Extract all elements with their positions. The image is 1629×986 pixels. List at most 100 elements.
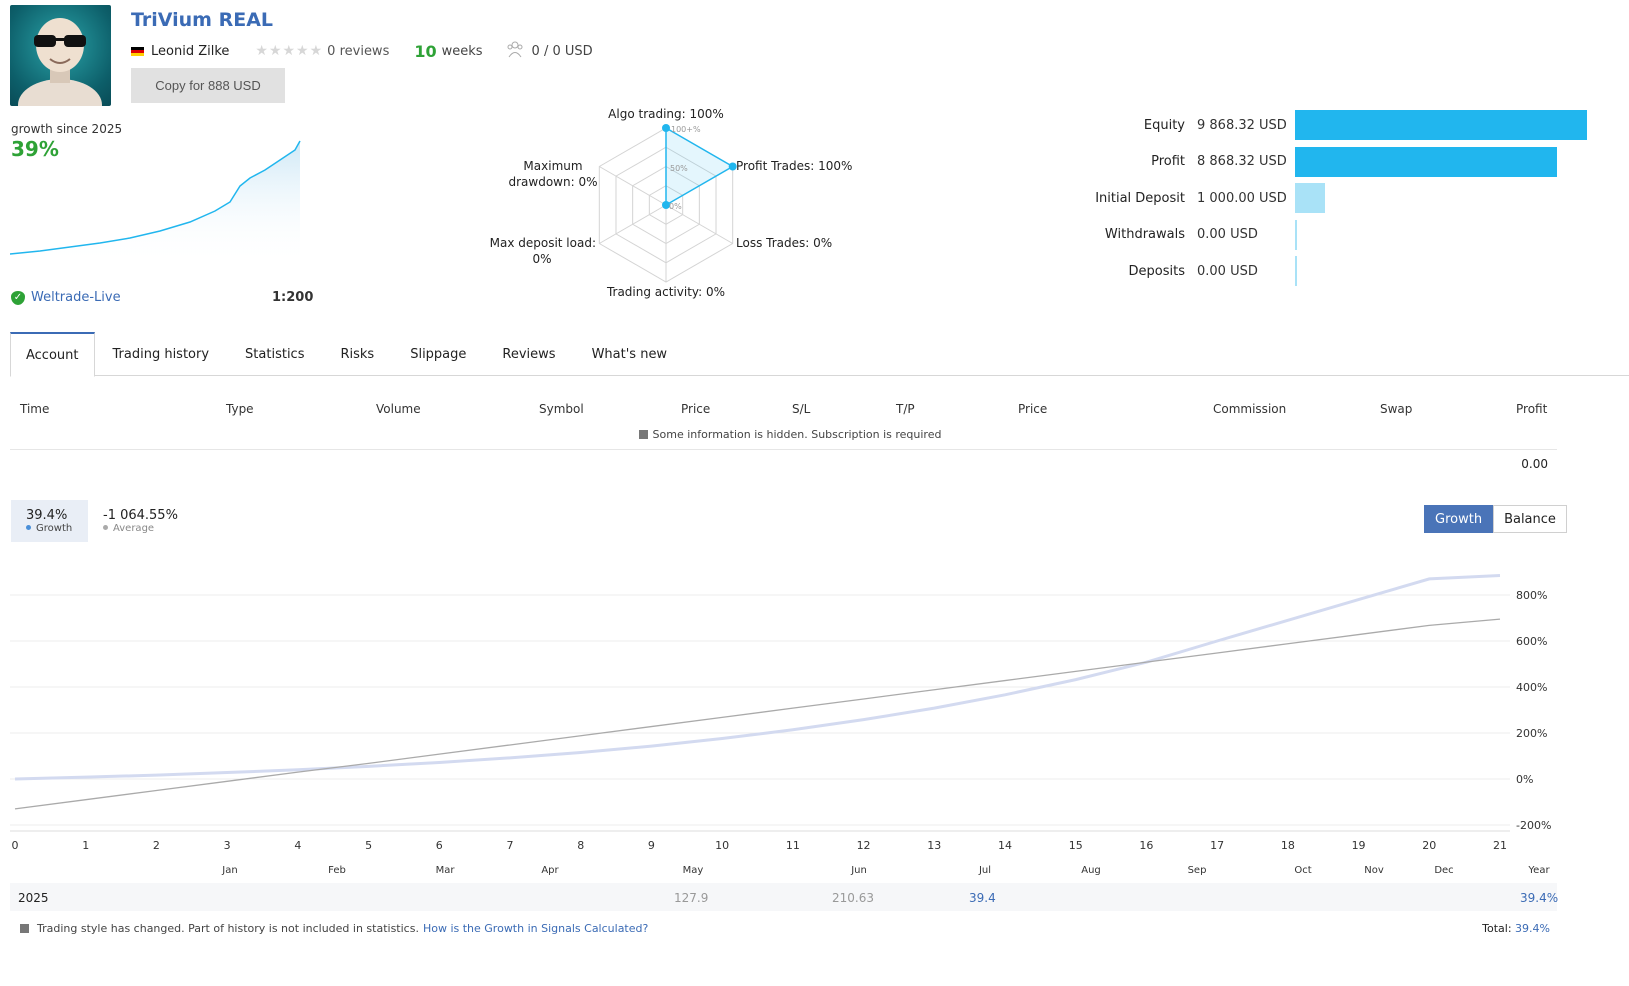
- column-header: S/L: [792, 402, 811, 416]
- x-tick-label: 0: [12, 839, 19, 852]
- balance-toggle-button[interactable]: Balance: [1493, 505, 1567, 533]
- month-label: Year: [1527, 865, 1550, 875]
- month-label: May: [683, 865, 704, 875]
- month-label: Jun: [850, 865, 867, 875]
- year-may-value: 127.9: [674, 891, 709, 905]
- column-header: Profit: [1516, 402, 1548, 416]
- reviews-count[interactable]: 0 reviews: [327, 43, 390, 59]
- subscribers-value: 0 / 0 USD: [531, 43, 593, 59]
- y-tick-label: 0%: [1516, 773, 1533, 786]
- radar-label-profit: Profit Trades: 100%: [736, 159, 852, 173]
- signal-title[interactable]: TriVium REAL: [131, 9, 273, 31]
- x-tick-label: 20: [1422, 839, 1436, 852]
- subscribers-icon: [506, 40, 524, 62]
- growth-percent: 39%: [11, 137, 59, 161]
- growth-series-line: [14, 573, 1501, 781]
- hidden-info-notice: Some information is hidden. Subscription…: [0, 428, 1580, 441]
- year-label: 2025: [18, 891, 49, 905]
- stats-value: 9 868.32 USD: [1197, 117, 1287, 133]
- x-tick-label: 10: [715, 839, 729, 852]
- radar-label-activity: Trading activity: 0%: [606, 285, 725, 299]
- column-header: Symbol: [539, 402, 584, 416]
- y-tick-label: -200%: [1516, 819, 1551, 832]
- x-tick-label: 3: [224, 839, 231, 852]
- radar-ring-0: 0%: [669, 202, 682, 211]
- x-tick-label: 17: [1210, 839, 1224, 852]
- author-name[interactable]: Leonid Zilke: [151, 43, 230, 59]
- stats-label: Equity: [1143, 117, 1185, 133]
- column-header: Price: [1018, 402, 1048, 416]
- x-tick-label: 13: [927, 839, 941, 852]
- stats-row: Deposits 0.00 USD: [1040, 256, 1297, 287]
- radar-ring-50: 50%: [670, 164, 688, 173]
- trades-table-header: Time Type Volume Symbol Price S/L T/P Price Comm…: [10, 400, 1560, 418]
- average-series-line: [14, 618, 1501, 810]
- stats-row: Equity 9 868.32 USD: [1040, 110, 1587, 140]
- table-divider: [10, 449, 1557, 450]
- stats-label: Initial Deposit: [1095, 190, 1185, 206]
- stats-row: Profit 8 868.32 USD: [1040, 146, 1558, 177]
- x-tick-label: 9: [648, 839, 655, 852]
- x-tick-label: 5: [365, 839, 372, 852]
- tab-risks[interactable]: Risks: [340, 346, 375, 362]
- y-tick-label: 400%: [1516, 681, 1547, 694]
- radar-value-polygon: [665, 126, 735, 207]
- radar-label-drawdown-value: drawdown: 0%: [509, 175, 598, 189]
- radar-axis: [665, 204, 733, 244]
- x-tick-label: 19: [1352, 839, 1366, 852]
- month-label: Dec: [1434, 865, 1453, 875]
- column-header: Volume: [376, 402, 421, 416]
- tab-statistics[interactable]: Statistics: [245, 346, 305, 362]
- x-tick-label: 6: [436, 839, 443, 852]
- column-header: Swap: [1380, 402, 1413, 416]
- tab-slippage[interactable]: Slippage: [410, 346, 467, 362]
- legend-growth-value: 39.4%: [26, 508, 68, 523]
- tab-what-s-new[interactable]: What's new: [591, 346, 668, 362]
- tab-account[interactable]: Account: [10, 332, 95, 377]
- legend-growth-label: Growth: [36, 523, 73, 534]
- growth-toggle-button[interactable]: Growth: [1424, 505, 1494, 533]
- stats-value: 1 000.00 USD: [1197, 190, 1287, 206]
- legend-average[interactable]: -1 064.55% Average: [103, 508, 178, 534]
- radar-label-algo: Algo trading: 100%: [608, 107, 724, 121]
- radar-label-loss: Loss Trades: 0%: [736, 236, 832, 250]
- stats-bar: [1295, 110, 1587, 140]
- growth-since-label: growth since 2025: [11, 122, 123, 136]
- radar-axis: [599, 204, 667, 244]
- radar-chart: 100+% 50% 0% Algo trading: 100% Profit T…: [490, 107, 853, 299]
- legend-growth[interactable]: 39.4% Growth: [11, 500, 88, 542]
- radar-ring-100: 100+%: [671, 125, 701, 134]
- x-tick-label: 2: [153, 839, 160, 852]
- verified-shield-icon: ✓: [11, 290, 25, 305]
- radar-label-deposit-load: Max deposit load:: [490, 236, 596, 250]
- broker-link[interactable]: ✓ Weltrade-Live: [11, 290, 121, 305]
- tab-trading-history[interactable]: Trading history: [112, 346, 210, 362]
- month-label: Sep: [1188, 865, 1207, 875]
- month-label: Apr: [541, 865, 559, 875]
- legend-average-label: Average: [113, 523, 155, 534]
- weeks-label: weeks: [441, 43, 483, 59]
- stats-row: Withdrawals 0.00 USD: [1040, 219, 1297, 250]
- column-header: T/P: [896, 402, 915, 416]
- x-tick-label: 8: [577, 839, 584, 852]
- stats-value: 0.00 USD: [1197, 227, 1258, 243]
- month-label: Jan: [221, 865, 237, 875]
- radar-point: [662, 201, 670, 209]
- x-tick-label: 1: [82, 839, 89, 852]
- stats-row: Initial Deposit 1 000.00 USD: [1040, 183, 1325, 214]
- radar-axis: [599, 166, 667, 206]
- author-avatar[interactable]: [10, 5, 111, 106]
- stats-value: 0.00 USD: [1197, 263, 1258, 279]
- stats-bar: [1295, 183, 1325, 214]
- x-tick-label: 7: [507, 839, 514, 852]
- copy-button[interactable]: Copy for 888 USD: [131, 68, 285, 103]
- germany-flag-icon: [131, 46, 144, 56]
- tab-reviews[interactable]: Reviews: [502, 346, 556, 362]
- x-tick-label: 21: [1493, 839, 1507, 852]
- month-label: Feb: [328, 865, 346, 875]
- broker-name[interactable]: Weltrade-Live: [31, 290, 121, 305]
- month-label: Nov: [1364, 865, 1384, 875]
- growth-calculation-link[interactable]: How is the Growth in Signals Calculated?: [422, 922, 649, 935]
- month-label: Jul: [978, 865, 991, 875]
- growth-chart: 800%600%400%200%0%-200%0 1 2 3 4 5 6 7 8 9 10 11 12 1…: [10, 573, 1551, 875]
